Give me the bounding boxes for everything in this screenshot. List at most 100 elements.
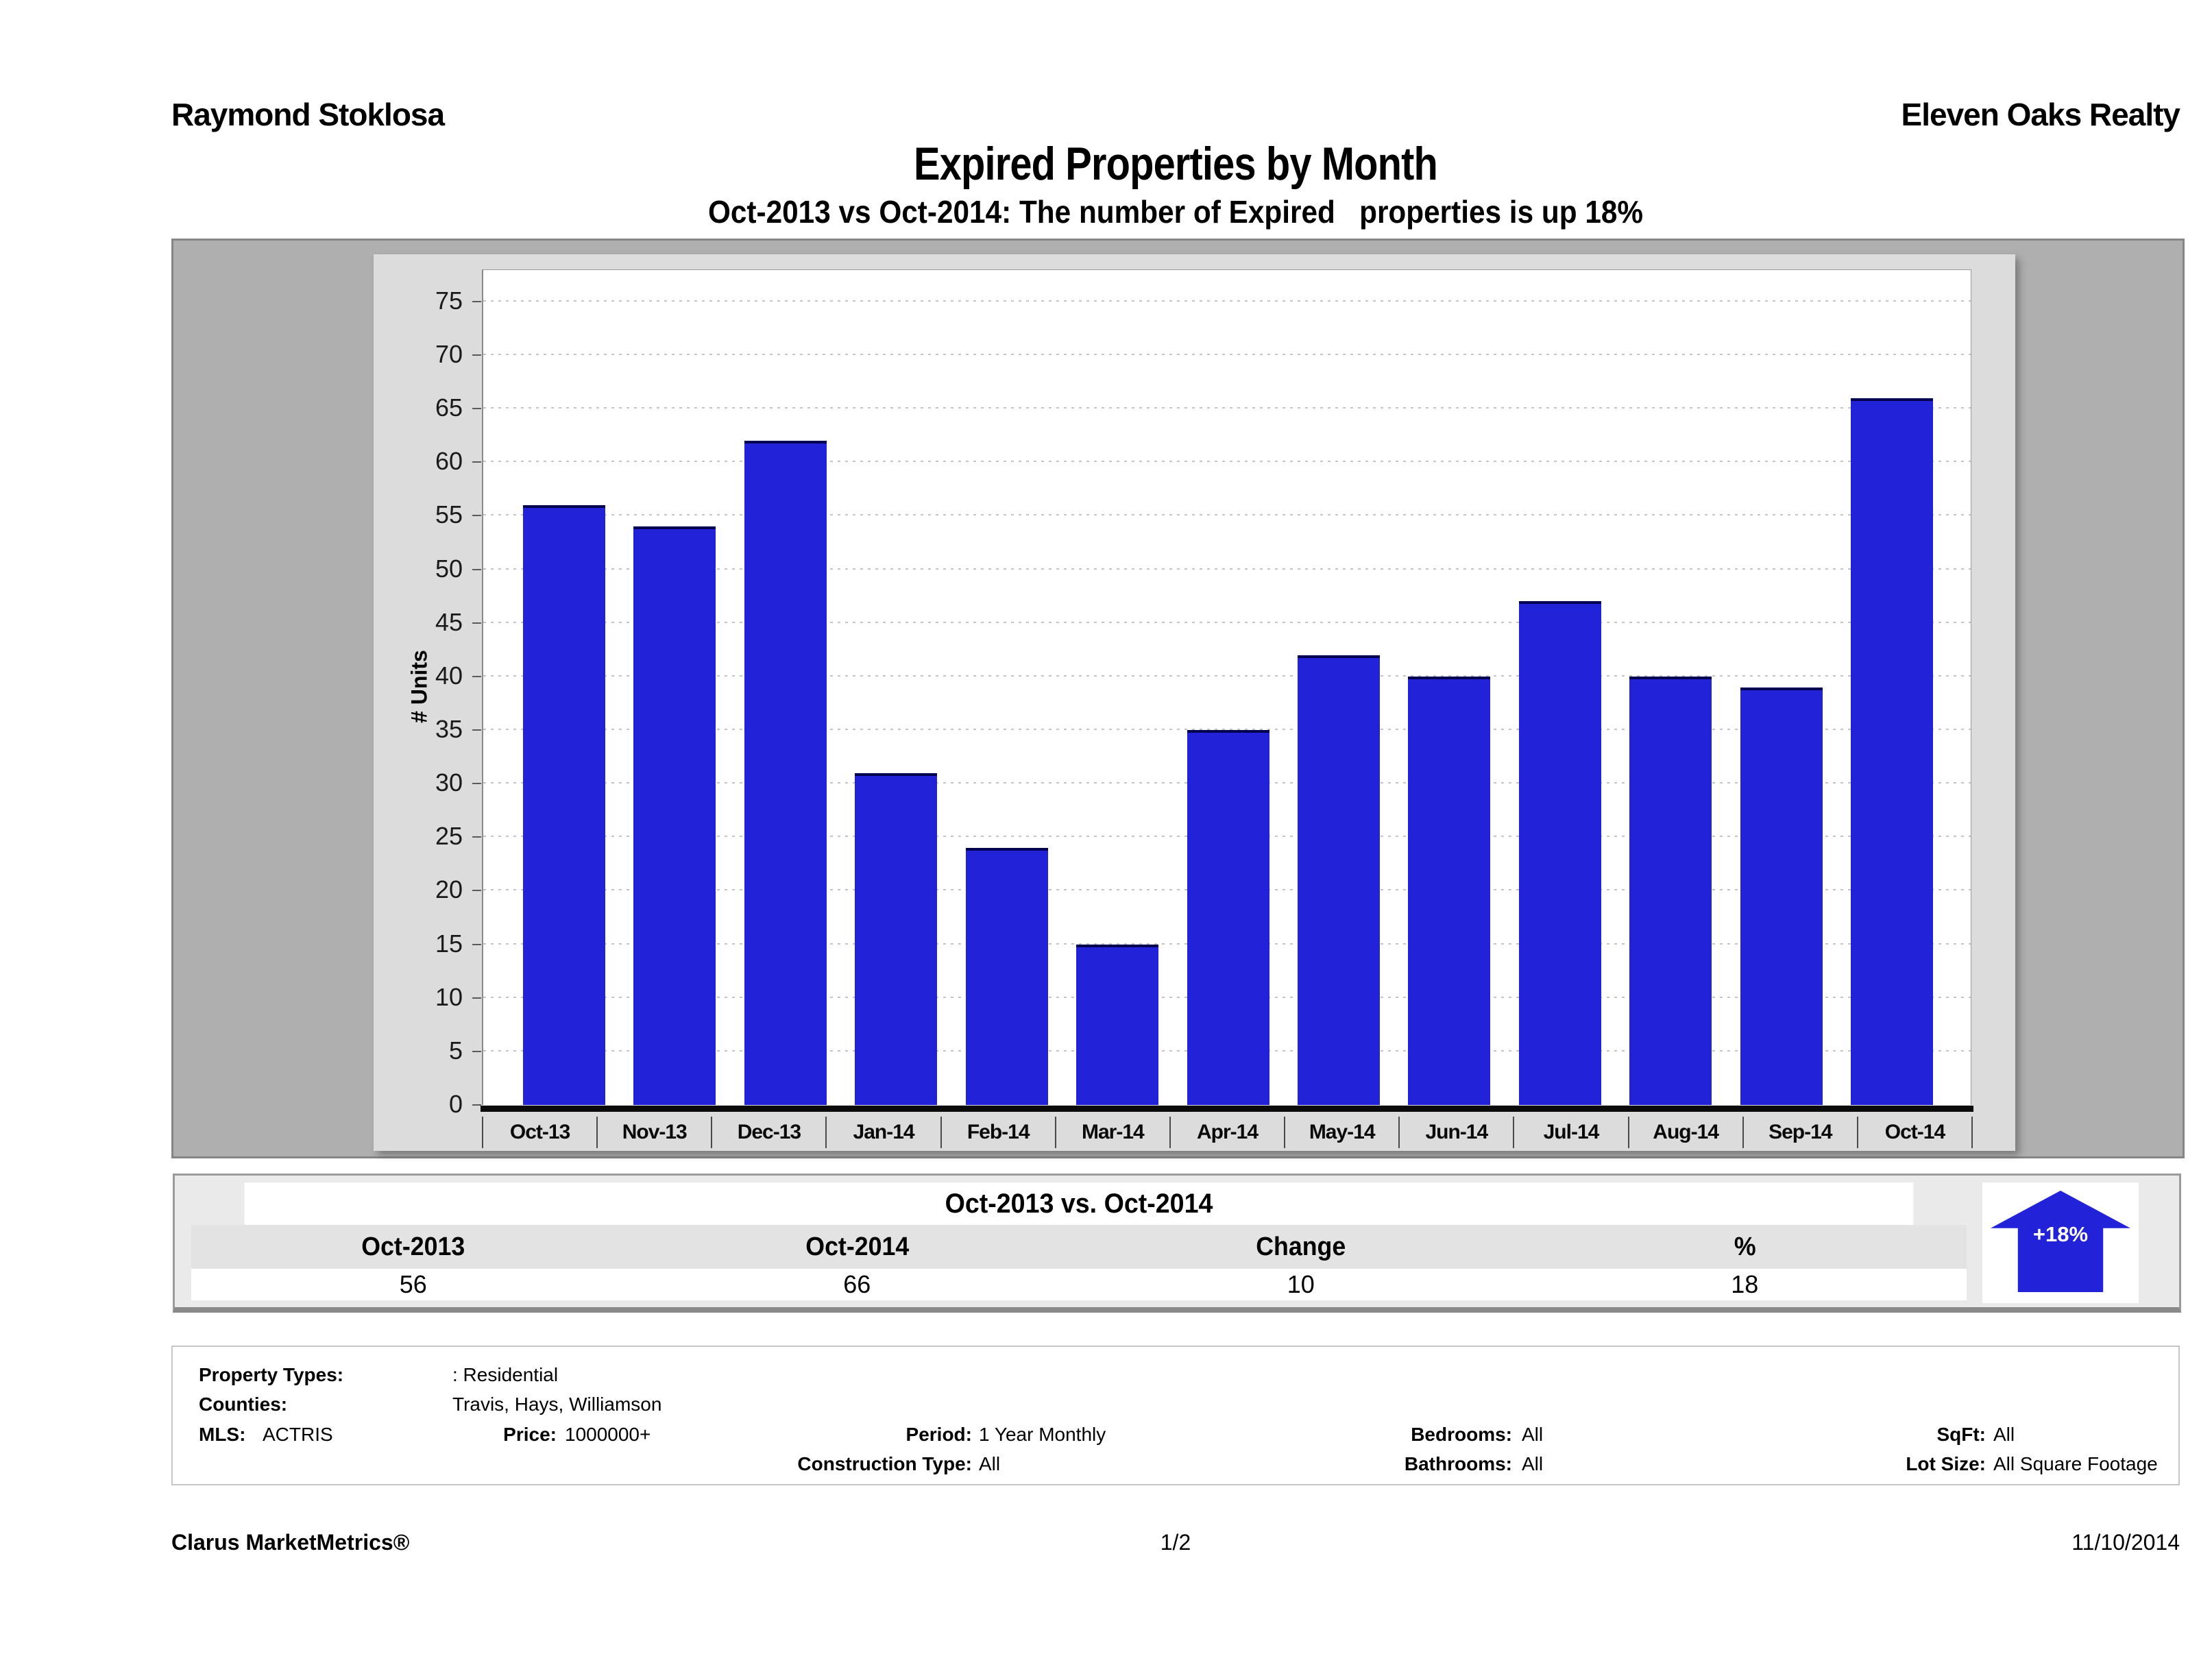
criteria-section: Property Types: : Residential Counties: … bbox=[171, 1346, 2180, 1485]
y-tick-mark-50 bbox=[472, 568, 481, 570]
summary-col-header: Oct-2013 bbox=[361, 1232, 465, 1261]
lot-size-label: Lot Size: bbox=[1906, 1453, 1986, 1474]
page-number: 1/2 bbox=[1160, 1530, 1191, 1555]
x-label-Apr-14: Apr-14 bbox=[1169, 1117, 1284, 1148]
bar-Mar-14 bbox=[1076, 944, 1159, 1105]
summary-col-header: % bbox=[1734, 1232, 1756, 1261]
y-tick-mark-40 bbox=[472, 675, 481, 677]
x-label-Jul-14: Jul-14 bbox=[1513, 1117, 1627, 1148]
y-tick-mark-65 bbox=[472, 408, 481, 410]
gridline-50 bbox=[483, 568, 1971, 570]
gridline-60 bbox=[483, 461, 1971, 463]
summary-col-header: Oct-2014 bbox=[805, 1232, 909, 1261]
y-tick-label-10: 10 bbox=[435, 982, 463, 1011]
gridline-45 bbox=[483, 621, 1971, 623]
y-tick-label-35: 35 bbox=[435, 715, 463, 744]
summary-value: 56 bbox=[399, 1270, 427, 1298]
y-tick-mark-60 bbox=[472, 461, 481, 463]
x-axis-line bbox=[481, 1106, 1973, 1112]
summary-value: 66 bbox=[843, 1270, 871, 1298]
bedrooms-label: Bedrooms: bbox=[1411, 1424, 1512, 1445]
chart-container: # Units 0 5 10 15 20 25 30 35 40 45 50 55 60 65 70 75 O… bbox=[171, 239, 2185, 1158]
price-label: Price: bbox=[503, 1424, 557, 1445]
y-tick-label-30: 30 bbox=[435, 768, 463, 797]
x-axis-labels: Oct-13 Nov-13 Dec-13 Jan-14 Feb-14 Mar-14 Apr-… bbox=[482, 1117, 1973, 1148]
y-tick-mark-75 bbox=[472, 300, 481, 302]
summary-value: 18 bbox=[1731, 1270, 1759, 1298]
y-tick-mark-0 bbox=[472, 1104, 481, 1106]
summary-table-title: Oct-2013 vs. Oct-2014 bbox=[244, 1182, 1914, 1225]
chart-panel: # Units 0 5 10 15 20 25 30 35 40 45 50 55 60 65 70 75 O… bbox=[374, 254, 2015, 1151]
gridline-75 bbox=[483, 300, 1971, 302]
summary-table-header-row: Oct-2013 Oct-2014 Change % bbox=[191, 1225, 1967, 1269]
construction-type-label: Construction Type: bbox=[797, 1453, 972, 1474]
x-label-Jun-14: Jun-14 bbox=[1398, 1117, 1513, 1148]
y-tick-label-20: 20 bbox=[435, 875, 463, 904]
bathrooms-label: Bathrooms: bbox=[1404, 1453, 1512, 1474]
bar-May-14 bbox=[1297, 655, 1380, 1105]
y-tick-label-45: 45 bbox=[435, 607, 463, 636]
property-types-label: Property Types: bbox=[199, 1364, 344, 1385]
construction-type-value: All bbox=[979, 1453, 1001, 1474]
summary-table: Oct-2013 vs. Oct-2014 Oct-2013 Oct-2014 … bbox=[191, 1182, 1967, 1300]
bar-Sep-14 bbox=[1740, 687, 1823, 1105]
y-tick-mark-10 bbox=[472, 997, 481, 999]
gridline-65 bbox=[483, 407, 1971, 409]
x-label-Sep-14: Sep-14 bbox=[1742, 1117, 1857, 1148]
bar-Feb-14 bbox=[965, 847, 1048, 1105]
page-title: Expired Properties by Month bbox=[914, 138, 1438, 190]
gridline-40 bbox=[483, 674, 1971, 677]
y-tick-label-5: 5 bbox=[448, 1036, 463, 1065]
footer-brand: Clarus MarketMetrics® bbox=[171, 1530, 410, 1555]
counties-value: Travis, Hays, Williamson bbox=[452, 1394, 662, 1415]
bar-Jul-14 bbox=[1518, 601, 1601, 1105]
bathrooms-value: All bbox=[1522, 1453, 1544, 1474]
y-tick-label-75: 75 bbox=[435, 286, 463, 315]
y-tick-mark-55 bbox=[472, 515, 481, 517]
y-tick-label-40: 40 bbox=[435, 661, 463, 690]
period-value: 1 Year Monthly bbox=[979, 1424, 1106, 1445]
bar-Aug-14 bbox=[1629, 676, 1712, 1105]
y-tick-label-25: 25 bbox=[435, 822, 463, 851]
y-tick-mark-45 bbox=[472, 622, 481, 624]
y-tick-mark-25 bbox=[472, 836, 481, 838]
bar-Oct-13 bbox=[523, 504, 605, 1105]
y-tick-label-50: 50 bbox=[435, 554, 463, 583]
y-tick-mark-70 bbox=[472, 354, 481, 356]
bar-Jan-14 bbox=[855, 773, 938, 1105]
bar-Oct-14 bbox=[1851, 398, 1933, 1105]
y-tick-label-0: 0 bbox=[448, 1090, 463, 1118]
y-axis-tick-labels: 0 5 10 15 20 25 30 35 40 45 50 55 60 65 70 75 bbox=[374, 269, 467, 1116]
summary-section: Oct-2013 vs. Oct-2014 Oct-2013 Oct-2014 … bbox=[173, 1174, 2181, 1313]
trend-indicator-box: +18% bbox=[1982, 1182, 2139, 1303]
plot-area bbox=[472, 269, 1971, 1106]
up-arrow-icon: +18% bbox=[1991, 1191, 2130, 1292]
x-label-Oct-13: Oct-13 bbox=[482, 1117, 596, 1148]
counties-label: Counties: bbox=[199, 1394, 288, 1415]
y-tick-mark-5 bbox=[472, 1050, 481, 1052]
property-types-value: : Residential bbox=[452, 1364, 559, 1385]
trend-percent-label: +18% bbox=[2032, 1222, 2089, 1246]
x-label-Aug-14: Aug-14 bbox=[1627, 1117, 1742, 1148]
y-tick-label-60: 60 bbox=[435, 447, 463, 476]
x-label-Feb-14: Feb-14 bbox=[940, 1117, 1055, 1148]
gridline-35 bbox=[483, 729, 1971, 731]
bedrooms-value: All bbox=[1522, 1424, 1544, 1445]
mls-value: ACTRIS bbox=[263, 1424, 333, 1445]
page-subtitle: Oct-2013 vs Oct-2014: The number of Expi… bbox=[707, 194, 1644, 230]
y-tick-mark-20 bbox=[472, 890, 481, 892]
lot-size-value: All Square Footage bbox=[1993, 1453, 2158, 1474]
bar-Dec-13 bbox=[744, 441, 827, 1105]
y-tick-mark-15 bbox=[472, 943, 481, 945]
gridline-55 bbox=[483, 514, 1971, 516]
mls-label: MLS: bbox=[199, 1424, 246, 1445]
company-name: Eleven Oaks Realty bbox=[1901, 97, 2180, 132]
bar-Nov-13 bbox=[633, 526, 716, 1105]
x-label-Nov-13: Nov-13 bbox=[596, 1117, 711, 1148]
y-tick-label-65: 65 bbox=[435, 393, 463, 422]
y-tick-label-55: 55 bbox=[435, 500, 463, 529]
bar-Jun-14 bbox=[1408, 676, 1491, 1105]
sqft-value: All bbox=[1993, 1424, 2015, 1445]
report-date: 11/10/2014 bbox=[2071, 1530, 2180, 1555]
